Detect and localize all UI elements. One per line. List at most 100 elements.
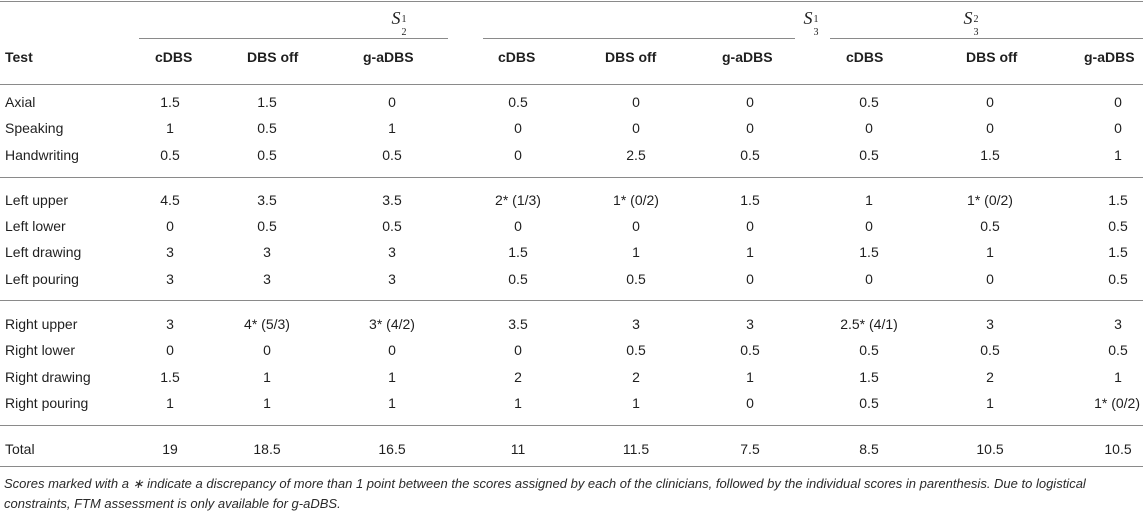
table-cell: 0 xyxy=(865,218,873,234)
table-cell: 0 xyxy=(388,342,396,358)
top-rule xyxy=(0,1,1143,2)
table-cell: 1.5 xyxy=(160,94,180,110)
col-header-s21-gadbs: g-aDBS xyxy=(363,49,414,65)
table-cell: 2 xyxy=(986,369,994,385)
table-cell: 3.5 xyxy=(257,192,277,208)
table-cell: 1* (0/2) xyxy=(1094,395,1140,411)
table-cell: 0 xyxy=(1114,120,1122,136)
header-rule xyxy=(0,84,1143,85)
group-underline-2 xyxy=(483,38,795,39)
table-cell: 1 xyxy=(1114,369,1122,385)
table-cell: 3* (4/2) xyxy=(369,316,415,332)
table-cell: 0.5 xyxy=(859,342,879,358)
section-rule-2 xyxy=(0,300,1143,301)
table-cell: 0 xyxy=(986,271,994,287)
table-cell: 0.5 xyxy=(859,395,879,411)
table-cell: 3 xyxy=(166,244,174,260)
table-cell: 0.5 xyxy=(859,147,879,163)
table-cell: 1 xyxy=(166,395,174,411)
table-cell: 1 xyxy=(388,395,396,411)
table-cell: 0 xyxy=(632,94,640,110)
table-cell: 2 xyxy=(514,369,522,385)
table-cell: 0 xyxy=(746,271,754,287)
table-cell: 0.5 xyxy=(257,147,277,163)
table-cell: 0.5 xyxy=(508,271,528,287)
row-label: Right pouring xyxy=(5,395,89,411)
table-cell: 0 xyxy=(166,218,174,234)
table-cell: 1 xyxy=(263,395,271,411)
table-cell: 0.5 xyxy=(980,218,1000,234)
table-cell: 0.5 xyxy=(740,342,760,358)
table-cell: 0 xyxy=(514,147,522,163)
table-cell: 16.5 xyxy=(378,441,406,457)
row-label: Handwriting xyxy=(5,147,79,163)
table-cell: 1 xyxy=(746,244,754,260)
table-cell: 0.5 xyxy=(626,342,646,358)
table-cell: 0 xyxy=(986,120,994,136)
row-label: Left pouring xyxy=(5,271,79,287)
col-header-s31-cdbs: cDBS xyxy=(498,49,536,65)
table-cell: 0 xyxy=(746,94,754,110)
table-cell: 1 xyxy=(986,395,994,411)
col-header-s21-cdbs: cDBS xyxy=(155,49,193,65)
table-cell: 1 xyxy=(388,369,396,385)
table-cell: 1 xyxy=(1114,147,1122,163)
table-cell: 2.5 xyxy=(626,147,646,163)
table-cell: 3 xyxy=(388,244,396,260)
table-cell: 1 xyxy=(632,395,640,411)
table-cell: 1 xyxy=(746,369,754,385)
table-cell: 4* (5/3) xyxy=(244,316,290,332)
table-cell: 4.5 xyxy=(160,192,180,208)
table-cell: 19 xyxy=(162,441,178,457)
row-label: Speaking xyxy=(5,120,64,136)
group-underline-1 xyxy=(139,38,448,39)
table-cell: 0.5 xyxy=(626,271,646,287)
group-underline-3 xyxy=(830,38,1143,39)
table-cell: 1.5 xyxy=(160,369,180,385)
table-cell: 1.5 xyxy=(257,94,277,110)
table-cell: 0 xyxy=(746,218,754,234)
col-header-s31-gadbs: g-aDBS xyxy=(722,49,773,65)
col-header-s32-dbsoff: DBS off xyxy=(966,49,1018,65)
col-header-test: Test xyxy=(5,49,33,65)
table-cell: 0.5 xyxy=(382,147,402,163)
table-cell: 7.5 xyxy=(740,441,760,457)
table-cell: 11 xyxy=(510,441,526,457)
table-cell: 1.5 xyxy=(740,192,760,208)
table-cell: 1 xyxy=(263,369,271,385)
table-cell: 1* (0/2) xyxy=(613,192,659,208)
table-cell: 1 xyxy=(166,120,174,136)
table-cell: 1.5 xyxy=(1108,192,1128,208)
table-cell: 8.5 xyxy=(859,441,879,457)
table-cell: 0 xyxy=(263,342,271,358)
table-cell: 1 xyxy=(986,244,994,260)
table-footnote: Scores marked with a ∗ indicate a discre… xyxy=(4,476,1086,511)
table-cell: 3 xyxy=(1114,316,1122,332)
table-cell: 0.5 xyxy=(1108,271,1128,287)
table-cell: 1.5 xyxy=(980,147,1000,163)
table-cell: 0 xyxy=(514,120,522,136)
row-label: Right lower xyxy=(5,342,76,358)
table-cell: 1.5 xyxy=(859,369,879,385)
table-cell: 0.5 xyxy=(257,218,277,234)
row-label: Total xyxy=(5,441,35,457)
col-header-s21-dbsoff: DBS off xyxy=(247,49,299,65)
table-cell: 0 xyxy=(632,120,640,136)
table-cell: 1 xyxy=(514,395,522,411)
table-cell: 3 xyxy=(986,316,994,332)
table-cell: 1.5 xyxy=(508,244,528,260)
table-cell: 10.5 xyxy=(976,441,1004,457)
col-header-s32-cdbs: cDBS xyxy=(846,49,884,65)
table-cell: 0.5 xyxy=(508,94,528,110)
table-cell: 0 xyxy=(746,395,754,411)
table-cell: 0 xyxy=(865,271,873,287)
table-cell: 0 xyxy=(166,342,174,358)
table-cell: 3 xyxy=(388,271,396,287)
table-cell: 0.5 xyxy=(1108,218,1128,234)
row-label: Right drawing xyxy=(5,369,91,385)
table-cell: 18.5 xyxy=(253,441,281,457)
table-cell: 3.5 xyxy=(508,316,528,332)
